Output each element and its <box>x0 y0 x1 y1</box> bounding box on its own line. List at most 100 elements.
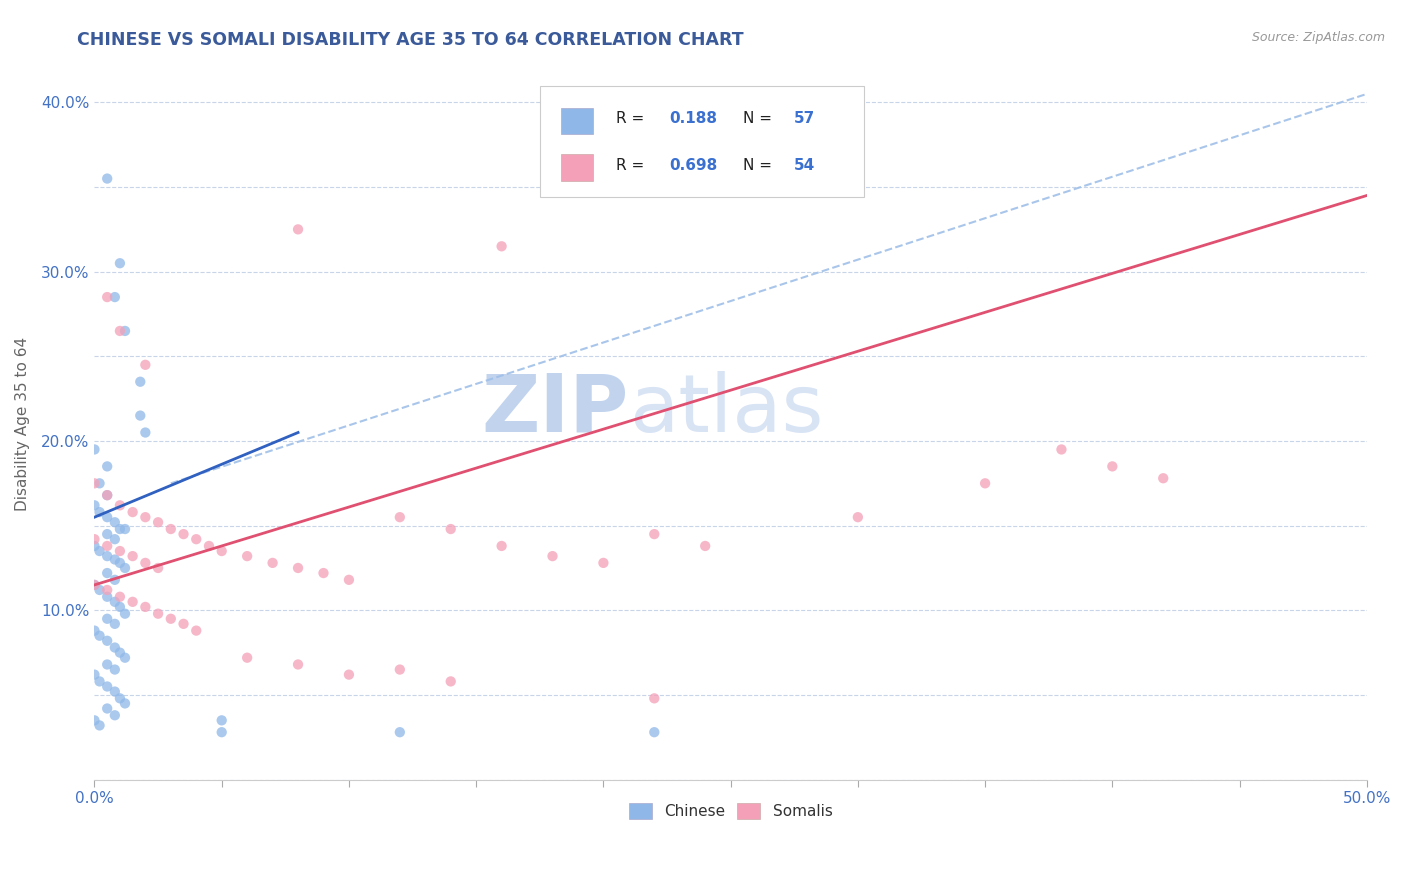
Point <box>695 539 717 553</box>
Point <box>134 510 156 524</box>
Point <box>1050 442 1073 457</box>
Bar <box>561 108 593 135</box>
Point <box>108 324 131 338</box>
Point <box>173 527 195 541</box>
Point <box>388 725 411 739</box>
Legend: Chinese, Somalis: Chinese, Somalis <box>623 797 838 825</box>
Point <box>121 505 143 519</box>
Point <box>186 624 208 638</box>
Point <box>337 667 360 681</box>
Point <box>104 595 127 609</box>
Point <box>104 640 127 655</box>
Point <box>159 522 181 536</box>
Point <box>108 522 131 536</box>
Point <box>96 612 118 626</box>
Point <box>108 499 131 513</box>
Point <box>129 409 152 423</box>
Point <box>108 691 131 706</box>
Point <box>108 556 131 570</box>
Point <box>146 561 169 575</box>
FancyBboxPatch shape <box>540 87 865 196</box>
Point <box>104 708 127 723</box>
Point <box>83 624 105 638</box>
Point <box>211 725 233 739</box>
Point <box>440 522 463 536</box>
Point <box>104 552 127 566</box>
Point <box>846 510 869 524</box>
Point <box>287 222 309 236</box>
Point <box>491 539 513 553</box>
Point <box>96 527 118 541</box>
Point <box>96 633 118 648</box>
Point <box>96 680 118 694</box>
Point <box>104 290 127 304</box>
Point <box>104 616 127 631</box>
Point <box>287 657 309 672</box>
Point <box>134 599 156 614</box>
Point <box>211 714 233 728</box>
Text: atlas: atlas <box>628 371 824 449</box>
Point <box>121 549 143 563</box>
Point <box>83 476 105 491</box>
Point <box>146 515 169 529</box>
Point <box>96 549 118 563</box>
Text: ZIP: ZIP <box>482 371 628 449</box>
Point <box>337 573 360 587</box>
Point <box>974 476 997 491</box>
Point <box>83 578 105 592</box>
Point <box>96 582 118 597</box>
Point <box>89 476 111 491</box>
Text: N =: N = <box>744 112 778 127</box>
Point <box>83 578 105 592</box>
Point <box>104 573 127 587</box>
Text: Source: ZipAtlas.com: Source: ZipAtlas.com <box>1251 31 1385 45</box>
Point <box>104 532 127 546</box>
Point <box>89 544 111 558</box>
Point <box>541 549 564 563</box>
Text: R =: R = <box>616 158 650 173</box>
Point <box>104 663 127 677</box>
Bar <box>561 154 593 181</box>
Point <box>83 714 105 728</box>
Point <box>114 522 136 536</box>
Point <box>121 595 143 609</box>
Point <box>96 290 118 304</box>
Point <box>186 532 208 546</box>
Point <box>114 697 136 711</box>
Point <box>159 612 181 626</box>
Point <box>134 556 156 570</box>
Point <box>134 358 156 372</box>
Point <box>89 629 111 643</box>
Point <box>104 684 127 698</box>
Point <box>89 582 111 597</box>
Point <box>114 561 136 575</box>
Point <box>96 657 118 672</box>
Point <box>96 701 118 715</box>
Text: 0.188: 0.188 <box>669 112 717 127</box>
Point <box>96 488 118 502</box>
Point <box>89 674 111 689</box>
Point <box>108 590 131 604</box>
Point <box>83 442 105 457</box>
Point <box>643 691 665 706</box>
Text: 54: 54 <box>794 158 815 173</box>
Point <box>83 499 105 513</box>
Point <box>491 239 513 253</box>
Text: 0.698: 0.698 <box>669 158 718 173</box>
Point <box>114 607 136 621</box>
Point <box>129 375 152 389</box>
Point <box>236 549 259 563</box>
Point <box>146 607 169 621</box>
Point <box>173 616 195 631</box>
Point <box>89 718 111 732</box>
Point <box>108 256 131 270</box>
Point <box>108 646 131 660</box>
Point <box>96 459 118 474</box>
Point <box>198 539 221 553</box>
Point <box>643 725 665 739</box>
Point <box>440 674 463 689</box>
Point <box>312 566 335 580</box>
Point <box>96 539 118 553</box>
Point <box>96 510 118 524</box>
Point <box>643 527 665 541</box>
